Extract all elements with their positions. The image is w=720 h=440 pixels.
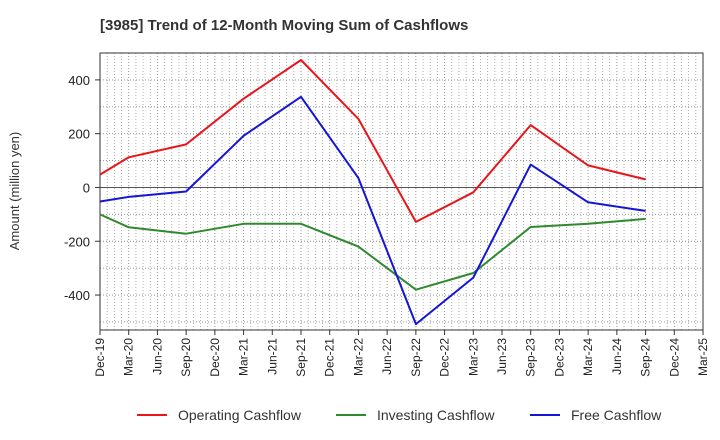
legend-label: Investing Cashflow: [377, 407, 495, 423]
x-axis-ticks: Dec-19 Mar-20 Jun-20 Sep-20 Dec-20 Mar-21 Jun-…: [93, 330, 710, 377]
x-tick-label: Mar-24: [581, 338, 595, 376]
series-lines: [99, 59, 646, 326]
x-tick-label: Jun-22: [380, 338, 394, 375]
x-tick-label: Mar-21: [237, 338, 251, 376]
x-tick-label: Jun-21: [265, 338, 279, 375]
y-tick-label: -200: [64, 234, 90, 249]
series-line: [99, 213, 646, 291]
x-tick-label: Dec-23: [552, 338, 566, 377]
chart-title: [3985] Trend of 12-Month Moving Sum of C…: [100, 17, 468, 34]
legend-label: Free Cashflow: [571, 407, 662, 423]
y-tick-label: -400: [64, 288, 90, 303]
x-tick-label: Dec-21: [323, 338, 337, 377]
y-axis-label: Amount (million yen): [7, 132, 22, 251]
x-tick-label: Dec-19: [93, 338, 107, 377]
x-tick-label: Sep-20: [179, 338, 193, 377]
x-tick-label: Sep-21: [294, 338, 308, 377]
y-tick-label: 0: [83, 180, 90, 195]
plot-frame: [99, 52, 704, 331]
x-tick-label: Mar-23: [466, 338, 480, 376]
x-tick-label: Jun-24: [610, 338, 624, 375]
series-line: [99, 95, 646, 326]
x-tick-label: Sep-22: [409, 338, 423, 377]
plot-border: [99, 52, 704, 331]
x-tick-label: Mar-22: [351, 338, 365, 376]
x-tick-label: Mar-25: [696, 338, 710, 376]
y-axis-ticks: -400 -200 0 200 400: [64, 73, 100, 303]
x-tick-label: Sep-23: [524, 338, 538, 377]
x-tick-label: Jun-23: [495, 338, 509, 375]
y-tick-label: 200: [68, 127, 90, 142]
x-tick-label: Dec-20: [208, 338, 222, 377]
grid-lines: [99, 52, 704, 330]
legend: Operating Cashflow Investing Cashflow Free…: [137, 407, 662, 423]
x-tick-label: Mar-20: [122, 338, 136, 376]
x-tick-label: Sep-24: [639, 338, 653, 377]
y-tick-label: 400: [68, 73, 90, 88]
x-tick-label: Jun-20: [150, 338, 164, 375]
x-tick-label: Dec-22: [438, 338, 452, 377]
x-tick-label: Dec-24: [667, 338, 681, 377]
legend-label: Operating Cashflow: [178, 407, 302, 423]
series-line: [99, 59, 646, 223]
